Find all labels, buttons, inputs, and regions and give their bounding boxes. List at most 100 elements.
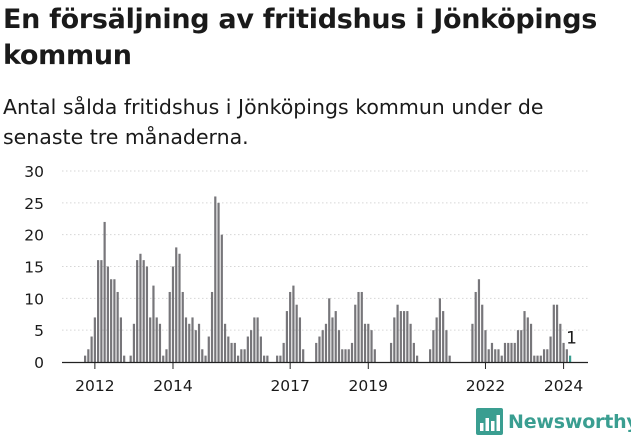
bar [559,323,562,362]
bar [184,317,188,362]
bar-layer [84,196,572,362]
bar [315,342,318,362]
bar [217,202,220,362]
bar [123,355,126,362]
chart-subtitle: Antal sålda fritidshus i Jönköpings komm… [3,95,544,149]
bar [256,317,259,362]
bar [84,355,87,362]
bar [197,323,201,362]
bar [129,355,132,362]
bar [396,304,399,362]
x-tick-label: 2024 [544,377,583,395]
bar [259,336,262,362]
bar [191,317,194,362]
bar [555,304,559,362]
bar [210,291,214,362]
y-tick-label: 0 [34,354,44,372]
bar [546,349,549,362]
y-tick-label: 15 [24,259,44,277]
bar [520,330,523,362]
bar [142,260,145,362]
bar [344,349,347,362]
bar [149,317,152,362]
bar-current [569,355,572,362]
bar [513,342,516,362]
bar [233,342,236,362]
bar [389,342,393,362]
bar [552,304,555,362]
bar [363,323,367,362]
bar [402,311,406,362]
bar [526,317,529,362]
bar [253,317,256,362]
bar [412,342,415,362]
bar [367,323,370,362]
y-tick-label: 20 [24,227,44,245]
bar [181,291,184,362]
bar [97,260,100,362]
bar [409,323,412,362]
x-tick-label: 2019 [349,377,388,395]
bar [113,279,116,362]
bar [334,311,337,362]
bar [116,291,119,362]
bar [497,349,500,362]
bar [110,279,113,362]
x-tick-label: 2012 [75,377,114,395]
bar [175,247,178,362]
bar [500,355,503,362]
bar [207,336,210,362]
bar [523,311,526,362]
bar [370,330,373,362]
axis-layer: 0 5 10 15 20 25 30 2012 2014 2017 2019 2022 2024 1 [24,163,588,395]
x-tick-label: 2014 [153,377,192,395]
bar [494,349,497,362]
bar [236,355,240,362]
bar [139,253,142,362]
bar [341,349,344,362]
newsworthy-logo-icon [476,408,503,435]
bar [227,336,230,362]
bar [347,349,350,362]
bar [536,355,539,362]
bar [360,291,363,362]
bar [298,317,302,362]
bar [406,311,409,362]
bar [285,311,289,362]
bar [302,349,305,362]
bar [318,336,321,362]
bar [542,349,546,362]
bar [442,311,445,362]
bar [321,330,324,362]
bar [516,330,520,362]
bar [562,342,565,362]
bar [477,279,481,362]
bar [93,317,96,362]
y-tick-label: 30 [24,163,44,181]
bar [484,330,487,362]
bar [188,323,191,362]
bar [435,317,438,362]
brand-name: Newsworthy [508,410,631,433]
bar [282,342,285,362]
bar [357,291,360,362]
bar [324,323,328,362]
bar [279,355,282,362]
bar [155,317,158,362]
brand-logo: Newsworthy [476,408,631,435]
bar [240,349,243,362]
bar [178,253,181,362]
bar [132,323,136,362]
bar [445,330,448,362]
bar [250,330,253,362]
bar [263,355,266,362]
bar [539,355,542,362]
bar [165,349,168,362]
bar [266,355,269,362]
bar [438,298,441,362]
bar [158,323,162,362]
bar [243,349,246,362]
bar [503,342,507,362]
bar [337,330,341,362]
